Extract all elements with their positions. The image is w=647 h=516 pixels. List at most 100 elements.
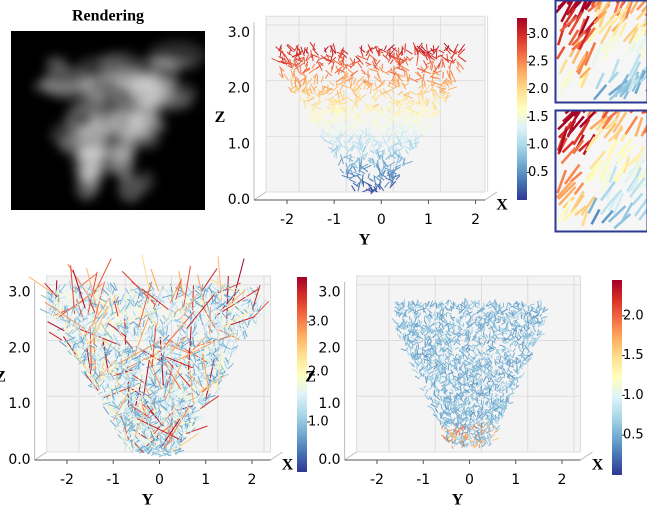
vector-arrow — [148, 422, 149, 427]
zoom-inset — [556, 0, 647, 102]
smoke-puff — [32, 82, 83, 95]
vector-arrow — [409, 316, 410, 319]
x-tick-label: 2 — [471, 212, 480, 228]
vector-arrow — [219, 321, 220, 329]
colorbar-tick-label: 3.0 — [308, 315, 329, 330]
vector-arrow — [455, 442, 456, 446]
vector-arrow — [129, 321, 130, 328]
x-tick-label: -1 — [327, 212, 341, 228]
y-tick-label: 1.0 — [228, 136, 250, 152]
vector-arrow — [450, 63, 451, 69]
vector-arrow — [168, 293, 169, 300]
vector-arrow — [304, 47, 305, 53]
x-tick-label: -1 — [416, 472, 430, 488]
vector-arrow — [139, 363, 140, 369]
vector-arrow — [380, 179, 381, 190]
vector-arrow — [405, 44, 406, 53]
y-axis-label: Z — [305, 369, 316, 386]
y-tick-label: 3.0 — [318, 285, 340, 301]
x-tick-label: 0 — [377, 212, 386, 228]
colorbar-tick-label: 1.0 — [308, 415, 329, 430]
depth-axis-label: X — [282, 457, 294, 474]
smoke-puff — [86, 150, 119, 177]
depth-axis-label: X — [592, 457, 604, 474]
depth-axis-label: X — [496, 197, 508, 214]
x-tick-label: -2 — [370, 472, 384, 488]
smoke-puff — [118, 175, 143, 203]
y-tick-label: 1.0 — [8, 396, 30, 412]
colorbar — [517, 18, 527, 200]
y-tick-label: 0.0 — [318, 452, 340, 468]
vector-arrow — [343, 115, 344, 123]
vector-arrow — [297, 85, 298, 90]
vector-arrow — [429, 325, 430, 330]
vector-arrow — [202, 332, 203, 338]
y-tick-label: 2.0 — [8, 340, 30, 356]
vector-arrow — [378, 127, 379, 132]
x-tick-label: 0 — [155, 472, 164, 488]
colorbar-tick-label: 2.5 — [528, 55, 549, 70]
x-tick-label: -2 — [60, 472, 74, 488]
x-tick-label: -2 — [280, 212, 294, 228]
y-tick-label: 0.0 — [228, 192, 250, 208]
smoke-puff — [80, 120, 111, 142]
y-axis-label: Z — [215, 109, 226, 126]
x-tick-label: 1 — [201, 472, 210, 488]
vector-arrow — [449, 71, 450, 76]
smoke-puff — [129, 131, 151, 144]
y-axis-label: Z — [0, 369, 6, 386]
x-tick-label: 0 — [465, 472, 474, 488]
x-axis-label: Y — [359, 232, 371, 249]
colorbar-tick-label: 1.5 — [528, 110, 549, 125]
vector-arrow — [433, 45, 434, 54]
depth-edge — [35, 452, 47, 460]
colorbar-tick-label: 3.0 — [528, 27, 549, 42]
depth-edge — [581, 452, 593, 460]
y-tick-label: 0.0 — [8, 452, 30, 468]
vector-arrow — [93, 324, 94, 334]
vector-arrow — [132, 347, 133, 352]
depth-edge — [271, 452, 283, 460]
vector-arrow — [375, 92, 376, 100]
vector-arrow — [399, 62, 400, 68]
zoom-inset — [556, 96, 647, 231]
depth-edge — [254, 192, 266, 200]
x-tick-label: -1 — [106, 472, 120, 488]
vector-arrow — [417, 60, 418, 66]
colorbar-tick-label: 2.0 — [528, 82, 549, 97]
vector-arrow — [319, 89, 320, 96]
depth-edge — [345, 452, 357, 460]
vector-arrow — [440, 339, 441, 342]
vector-arrow — [463, 407, 464, 410]
colorbar-tick-label: 0.5 — [528, 165, 549, 180]
smoke-puff — [147, 41, 206, 72]
smoke-puff — [86, 92, 123, 106]
vector-arrow — [446, 337, 447, 342]
y-tick-label: 1.0 — [318, 396, 340, 412]
vector-arrow — [418, 344, 419, 350]
vector-arrow — [481, 400, 482, 405]
vector-arrow — [346, 169, 347, 175]
y-tick-label: 2.0 — [318, 340, 340, 356]
y-tick-label: 2.0 — [228, 81, 250, 97]
vector-arrow — [390, 49, 391, 58]
x-tick-label: 2 — [558, 472, 567, 488]
vector-arrow — [503, 303, 504, 308]
vector-arrow — [257, 297, 258, 301]
vector-arrow — [135, 296, 136, 300]
depth-edge — [485, 192, 497, 200]
vector-arrow — [327, 86, 328, 94]
smoke-puff — [45, 56, 67, 71]
vector-arrow — [389, 116, 390, 124]
vector-arrow — [215, 329, 216, 335]
x-tick-label: 1 — [424, 212, 433, 228]
y-tick-label: 3.0 — [8, 285, 30, 301]
y-tick-label: 3.0 — [228, 25, 250, 41]
x-axis-label: Y — [142, 492, 154, 509]
vector-arrow — [317, 124, 318, 130]
smoke-puff — [101, 67, 162, 89]
x-tick-label: 2 — [248, 472, 257, 488]
colorbar-tick-label: 1.0 — [528, 137, 549, 152]
